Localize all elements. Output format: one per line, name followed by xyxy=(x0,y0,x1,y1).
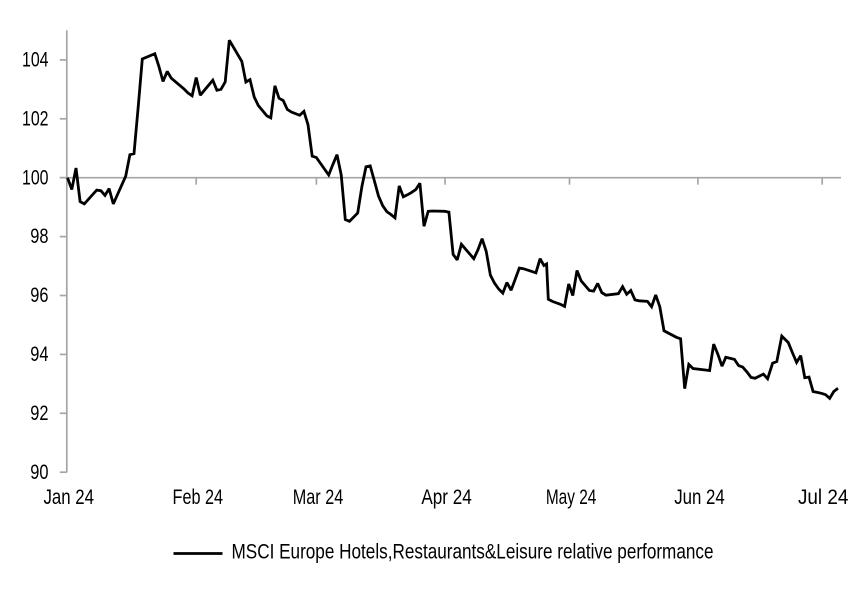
svg-text:102: 102 xyxy=(22,107,49,130)
svg-text:96: 96 xyxy=(30,284,48,307)
svg-text:Jul 24: Jul 24 xyxy=(798,486,849,509)
svg-text:104: 104 xyxy=(22,49,49,72)
svg-text:94: 94 xyxy=(30,343,48,366)
svg-text:Mar 24: Mar 24 xyxy=(293,486,344,509)
svg-text:Jun 24: Jun 24 xyxy=(674,486,725,509)
svg-text:Jan 24: Jan 24 xyxy=(43,486,94,509)
svg-text:Feb 24: Feb 24 xyxy=(173,486,224,509)
svg-text:98: 98 xyxy=(30,225,48,248)
svg-text:92: 92 xyxy=(30,402,48,425)
svg-text:May 24: May 24 xyxy=(546,486,597,509)
svg-text:Apr 24: Apr 24 xyxy=(421,486,472,509)
svg-text:100: 100 xyxy=(22,166,49,189)
svg-text:90: 90 xyxy=(30,461,48,484)
svg-text:MSCI Europe Hotels,Restaurants: MSCI Europe Hotels,Restaurants&Leisure r… xyxy=(232,540,714,563)
